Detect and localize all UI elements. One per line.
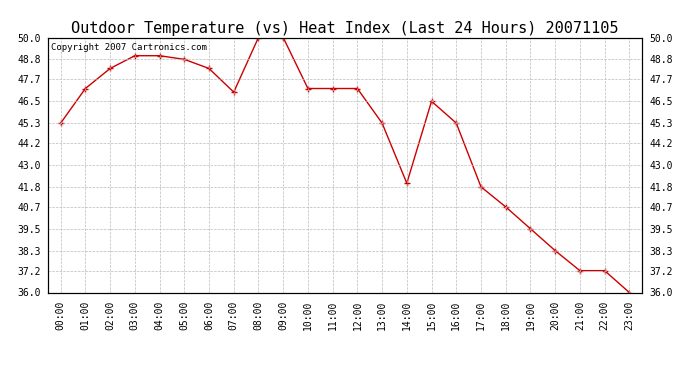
Title: Outdoor Temperature (vs) Heat Index (Last 24 Hours) 20071105: Outdoor Temperature (vs) Heat Index (Las… (71, 21, 619, 36)
Text: Copyright 2007 Cartronics.com: Copyright 2007 Cartronics.com (51, 43, 207, 52)
